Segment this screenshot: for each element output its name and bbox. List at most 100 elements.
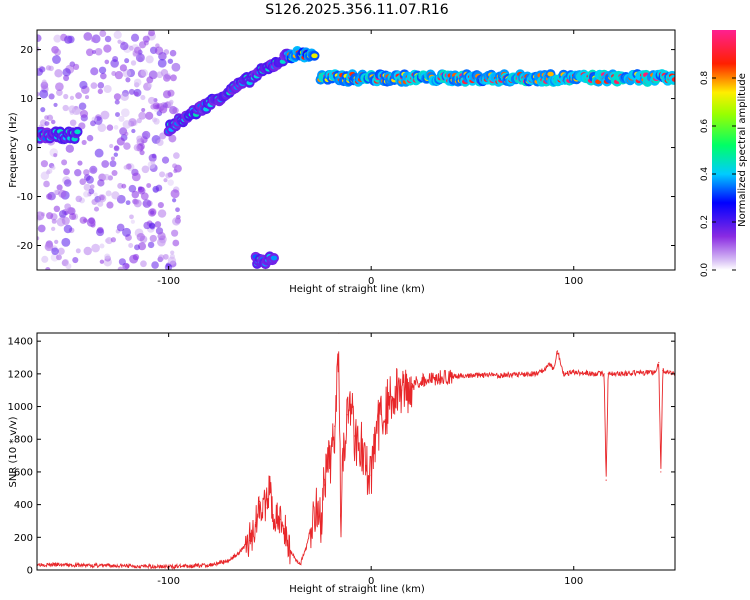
- snr-xlabel: Height of straight line (km): [289, 584, 425, 595]
- noise-blob: [156, 71, 164, 79]
- colorbar-gradient: [712, 30, 736, 270]
- noise-blob: [93, 192, 98, 197]
- noise-blob: [111, 169, 118, 177]
- noise-blob: [149, 234, 157, 243]
- noise-blob: [145, 55, 154, 64]
- noise-blob: [54, 48, 61, 56]
- noise-blob: [129, 214, 134, 220]
- noise-blob: [46, 168, 53, 174]
- noise-blob: [167, 58, 174, 64]
- noise-blob: [40, 160, 48, 168]
- noise-blob: [170, 250, 175, 255]
- snr-data-point: [255, 522, 257, 524]
- noise-blob: [100, 110, 110, 120]
- heatmap-y-tick-label: 10: [20, 94, 33, 105]
- noise-blob: [51, 247, 59, 256]
- noise-blob: [120, 92, 129, 102]
- noise-blob: [151, 261, 159, 269]
- snr-data-point: [492, 374, 494, 377]
- snr-data-point: [228, 559, 231, 561]
- noise-blob: [61, 216, 70, 226]
- snr-data-point: [259, 500, 261, 502]
- noise-blob: [90, 120, 96, 127]
- noise-blob: [97, 88, 103, 95]
- noise-blob: [117, 266, 124, 270]
- noise-blob: [88, 188, 95, 195]
- noise-blob: [109, 160, 117, 168]
- noise-blob: [134, 91, 139, 97]
- snr-data-point: [658, 361, 660, 364]
- noise-blob: [99, 30, 107, 37]
- noise-blob: [162, 90, 172, 99]
- noise-blob: [94, 148, 104, 158]
- colorbar-tick-label: 0.2: [700, 215, 710, 229]
- snr-data-point: [188, 565, 190, 567]
- snr-data-point: [218, 562, 220, 564]
- noise-blob: [113, 30, 122, 39]
- noise-blob: [91, 198, 98, 205]
- noise-blob: [170, 189, 180, 199]
- noise-blob: [129, 254, 139, 264]
- noise-blob: [119, 64, 128, 72]
- noise-blob: [140, 260, 147, 268]
- snr-data-point: [431, 378, 433, 380]
- noise-blob: [79, 178, 87, 185]
- noise-blob: [138, 111, 147, 120]
- noise-blob: [113, 93, 122, 101]
- colorbar-tick-label: 0.8: [700, 71, 710, 86]
- snr-data-point: [249, 539, 251, 542]
- noise-blob: [138, 242, 147, 251]
- snr-y-tick-label: 400: [14, 500, 33, 511]
- noise-blob: [159, 132, 166, 139]
- snr-y-tick-label: 800: [14, 435, 33, 446]
- noise-blob: [165, 172, 172, 179]
- snr-data-point: [366, 471, 368, 473]
- noise-blob: [146, 183, 152, 188]
- noise-blob: [63, 75, 70, 82]
- noise-blob: [90, 67, 99, 76]
- noise-blob: [68, 105, 77, 114]
- snr-data-point: [441, 376, 443, 378]
- noise-blob: [75, 195, 83, 203]
- noise-blob: [41, 255, 49, 263]
- noise-blob: [159, 171, 166, 178]
- noise-blob: [124, 131, 129, 136]
- noise-blob: [104, 238, 110, 243]
- noise-blob: [100, 72, 107, 80]
- noise-blob: [157, 232, 166, 241]
- noise-blob: [79, 80, 88, 90]
- noise-blob: [57, 247, 65, 255]
- noise-blob: [136, 117, 142, 124]
- noise-blob: [147, 83, 153, 88]
- heatmap-y-tick-label: -20: [17, 241, 33, 252]
- noise-blob: [173, 152, 180, 159]
- noise-blob: [62, 104, 69, 112]
- noise-blob: [97, 179, 105, 187]
- noise-blob: [74, 107, 82, 115]
- noise-blob: [40, 107, 46, 113]
- heatmap-marks: [37, 30, 675, 270]
- noise-blob: [141, 165, 150, 174]
- noise-blob: [168, 134, 177, 143]
- noise-blob: [83, 32, 93, 41]
- noise-blob: [172, 163, 178, 169]
- noise-blob: [90, 82, 98, 89]
- colorbar-ticks: 0.0 0.2 0.4 0.6 0.8: [700, 71, 736, 277]
- heatmap-y-tick-label: -10: [17, 192, 33, 203]
- noise-blob: [90, 37, 96, 43]
- noise-blob: [171, 229, 179, 237]
- noise-blob: [103, 84, 112, 94]
- snr-data-point: [285, 533, 287, 535]
- noise-blob: [44, 115, 49, 120]
- noise-blob: [69, 95, 75, 100]
- snr-data-point: [512, 374, 514, 376]
- snr-data-point: [400, 389, 403, 391]
- noise-blob: [131, 190, 140, 199]
- snr-data-point: [548, 363, 551, 365]
- snr-data-point: [238, 551, 241, 553]
- noise-blob: [125, 77, 131, 83]
- noise-blob: [128, 243, 134, 248]
- noise-blob: [48, 93, 55, 100]
